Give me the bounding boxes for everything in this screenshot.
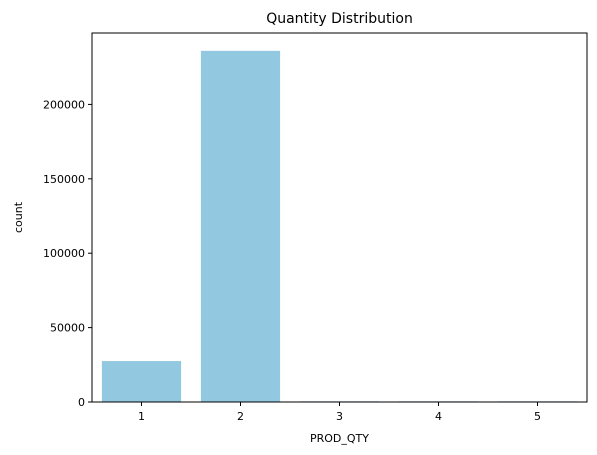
x-axis-label: PROD_QTY bbox=[310, 432, 369, 445]
x-tick-label: 4 bbox=[435, 410, 442, 423]
x-axis-ticks: 1 2 3 4 5 bbox=[138, 402, 541, 423]
x-tick-label: 3 bbox=[336, 410, 343, 423]
plot-frame bbox=[91, 32, 588, 403]
y-tick-label: 100000 bbox=[43, 247, 85, 260]
x-tick-label: 2 bbox=[237, 410, 244, 423]
y-tick-label: 200000 bbox=[43, 98, 85, 111]
y-tick-label: 150000 bbox=[43, 173, 85, 186]
y-tick-label: 50000 bbox=[50, 322, 85, 335]
x-tick-label: 1 bbox=[138, 410, 145, 423]
y-tick-label: 0 bbox=[78, 396, 85, 409]
y-axis-label: count bbox=[12, 201, 25, 233]
y-axis-ticks: 0 50000 100000 150000 200000 bbox=[43, 98, 92, 409]
bar-1 bbox=[101, 361, 182, 402]
bars-group bbox=[101, 50, 578, 403]
chart-title: Quantity Distribution bbox=[266, 11, 413, 27]
bar-2 bbox=[200, 50, 281, 403]
x-tick-label: 5 bbox=[534, 410, 541, 423]
